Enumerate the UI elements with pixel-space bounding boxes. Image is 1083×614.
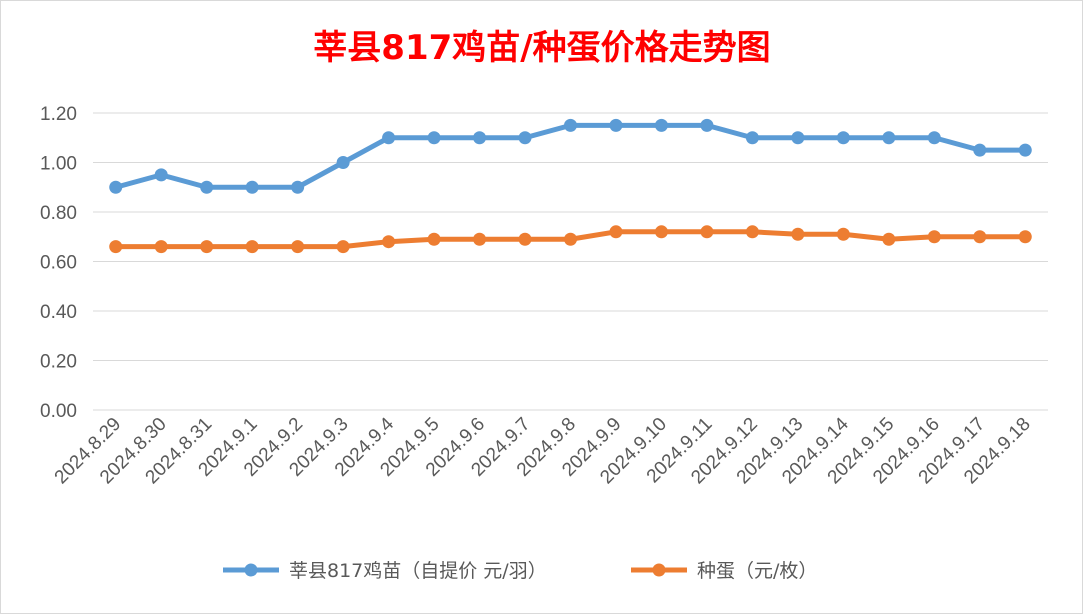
- y-tick-label: 0.20: [40, 352, 77, 373]
- data-point: [654, 118, 668, 132]
- data-point: [836, 227, 850, 241]
- data-point: [791, 227, 805, 241]
- chart-title: 莘县817鸡苗/种蛋价格走势图: [313, 28, 770, 68]
- series-2: [109, 225, 1032, 254]
- legend-label: 莘县817鸡苗（自提价 元/羽）: [289, 560, 547, 582]
- data-point: [109, 240, 123, 254]
- data-point: [882, 232, 896, 246]
- data-point: [882, 131, 896, 145]
- data-point: [836, 131, 850, 145]
- series-1: [109, 118, 1032, 194]
- data-point: [654, 225, 668, 239]
- data-point: [700, 225, 714, 239]
- data-point: [382, 235, 396, 249]
- data-point: [927, 131, 941, 145]
- data-point: [973, 230, 987, 244]
- data-point: [564, 118, 577, 132]
- data-point: [154, 168, 168, 182]
- data-point: [791, 131, 805, 145]
- data-point: [245, 240, 259, 254]
- data-point: [609, 118, 623, 132]
- grid-lines: [93, 112, 1048, 411]
- y-tick-label: 1.00: [40, 154, 77, 175]
- y-tick-label: 0.00: [40, 401, 77, 422]
- y-tick-label: 0.40: [40, 302, 77, 323]
- data-point: [291, 240, 305, 254]
- y-axis-ticks: 0.00 0.20 0.40 0.60 0.80 1.00 1.20: [40, 104, 77, 422]
- legend-marker: [244, 563, 258, 577]
- legend: 莘县817鸡苗（自提价 元/羽） 种蛋（元/枚）: [223, 560, 817, 582]
- series-layer: [109, 118, 1032, 254]
- y-tick-label: 1.20: [40, 104, 77, 125]
- data-point: [1018, 143, 1032, 157]
- data-point: [473, 232, 487, 246]
- data-point: [336, 240, 350, 254]
- data-point: [609, 225, 623, 239]
- y-tick-label: 0.60: [40, 253, 77, 274]
- data-point: [973, 143, 987, 157]
- data-point: [382, 131, 396, 145]
- data-point: [109, 180, 123, 194]
- legend-marker: [652, 563, 666, 577]
- legend-item: 种蛋（元/枚）: [631, 560, 817, 582]
- data-point: [564, 232, 577, 246]
- data-point: [745, 225, 759, 239]
- data-point: [291, 180, 305, 194]
- data-point: [200, 180, 214, 194]
- data-point: [518, 232, 532, 246]
- data-point: [336, 156, 350, 169]
- y-tick-label: 0.80: [40, 203, 77, 224]
- x-axis-ticks: 2024.8.292024.8.302024.8.312024.9.12024.…: [51, 413, 1035, 488]
- data-point: [427, 232, 441, 246]
- legend-label: 种蛋（元/枚）: [697, 560, 817, 582]
- data-point: [518, 131, 532, 145]
- data-point: [473, 131, 487, 145]
- data-point: [200, 240, 214, 254]
- data-point: [700, 118, 714, 132]
- data-point: [154, 240, 168, 254]
- data-point: [245, 180, 259, 194]
- data-point: [1018, 230, 1032, 244]
- data-point: [745, 131, 759, 145]
- data-point: [927, 230, 941, 244]
- data-point: [427, 131, 441, 145]
- legend-item: 莘县817鸡苗（自提价 元/羽）: [223, 560, 547, 582]
